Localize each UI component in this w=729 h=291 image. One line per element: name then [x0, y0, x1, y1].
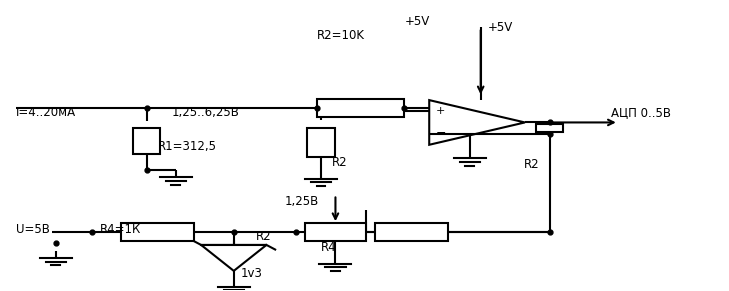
Text: +5V: +5V: [488, 21, 513, 34]
Text: 1,25..6,25В: 1,25..6,25В: [172, 106, 240, 119]
Text: АЦП 0..5В: АЦП 0..5В: [612, 106, 671, 119]
Bar: [536, 124, 564, 132]
Text: 1,25В: 1,25В: [284, 195, 319, 208]
Text: R2=10K: R2=10K: [317, 29, 365, 42]
Text: +5V: +5V: [405, 15, 429, 28]
Text: 1v3: 1v3: [241, 267, 263, 280]
Bar: [307, 128, 335, 157]
Text: R2: R2: [332, 156, 348, 169]
Text: R2: R2: [524, 158, 540, 171]
Text: +: +: [436, 106, 445, 116]
Text: −: −: [436, 127, 446, 140]
Bar: [121, 223, 194, 241]
Text: I=4..20мА: I=4..20мА: [16, 106, 76, 119]
Text: R2: R2: [256, 230, 271, 243]
Text: R4: R4: [321, 241, 337, 254]
Text: R4=1К: R4=1К: [99, 223, 141, 236]
Text: R1=312,5: R1=312,5: [157, 141, 217, 153]
Bar: [375, 223, 448, 241]
Bar: [133, 128, 160, 154]
Bar: [317, 99, 405, 117]
Text: U=5В: U=5В: [16, 223, 50, 236]
Bar: [305, 223, 366, 241]
